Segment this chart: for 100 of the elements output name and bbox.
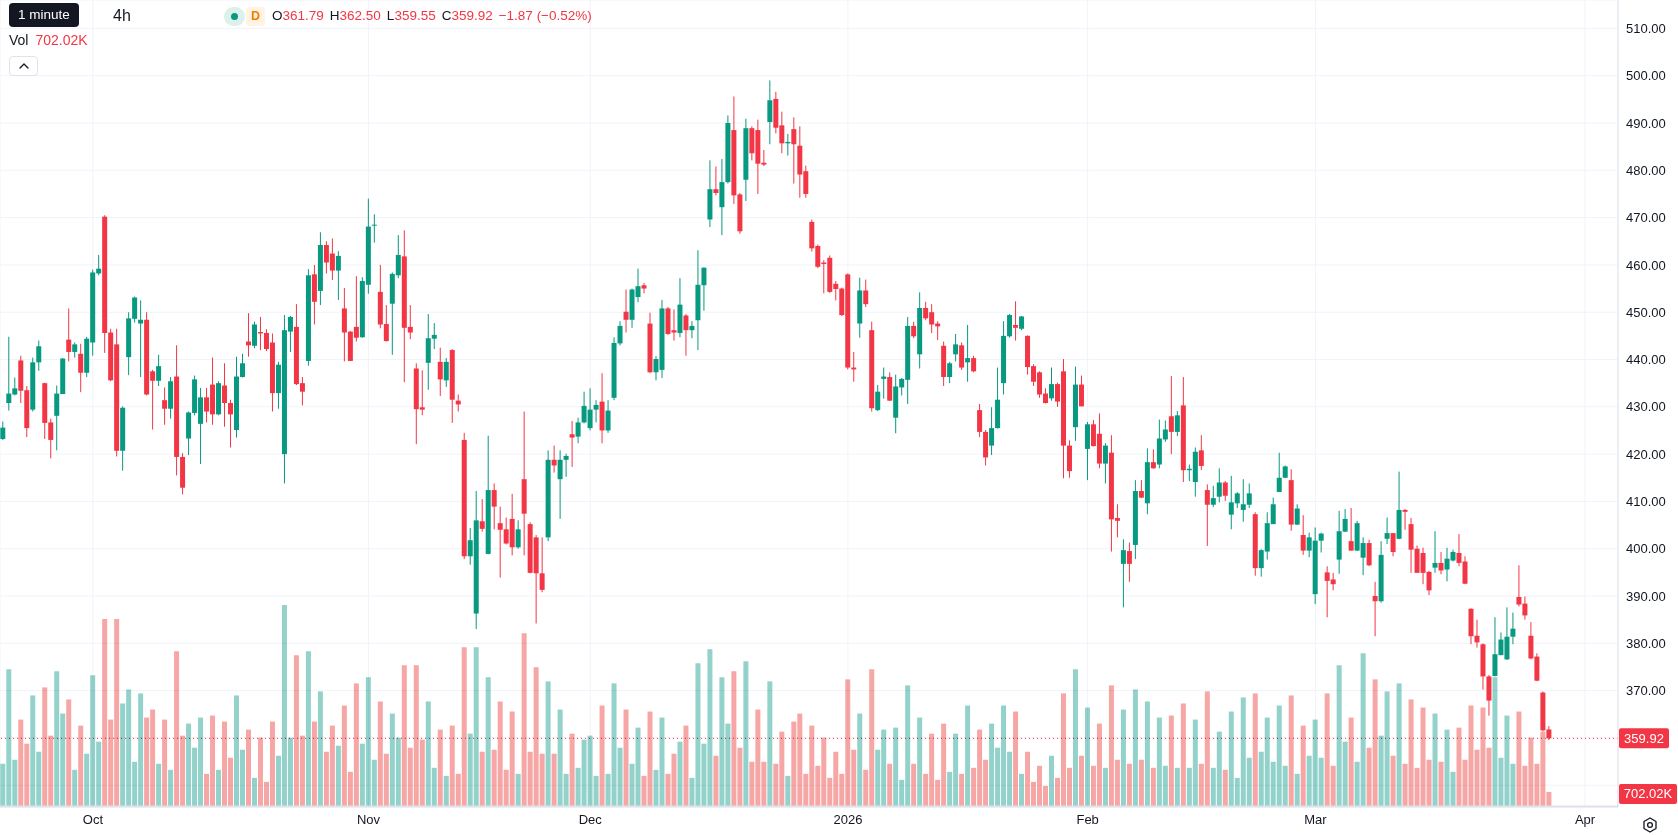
candlestick	[1078, 375, 1084, 407]
annotation: H362.50	[329, 8, 381, 23]
candlestick	[1216, 467, 1222, 503]
candlestick	[1204, 483, 1210, 547]
bar	[335, 745, 341, 806]
candlestick	[228, 399, 234, 448]
annotation: C359.92	[441, 8, 493, 23]
y-tick-label: 400.00	[1626, 541, 1666, 557]
y-tick-label: 380.00	[1626, 635, 1666, 651]
y-tick-label: 430.00	[1626, 399, 1666, 415]
candlestick	[371, 213, 377, 244]
y-tick-label: 510.00	[1626, 21, 1666, 36]
candlestick	[767, 79, 773, 145]
annotation: D	[246, 7, 266, 26]
candlestick	[1120, 538, 1126, 608]
candlestick	[1402, 508, 1408, 531]
bar	[216, 769, 222, 806]
bar	[857, 713, 863, 806]
bar	[156, 763, 162, 806]
candlestick	[138, 299, 144, 378]
candlestick	[641, 282, 647, 294]
annotation: 1 minute	[9, 3, 79, 27]
candlestick	[335, 250, 341, 301]
candlestick	[593, 399, 599, 423]
annotation: −1.87 (−0.52%)	[498, 8, 592, 24]
candlestick	[78, 343, 84, 393]
candlestick	[1276, 452, 1282, 493]
bar	[78, 725, 84, 806]
candlestick	[162, 386, 168, 426]
candlestick	[1510, 612, 1516, 645]
y-tick-label: 480.00	[1626, 162, 1666, 178]
bar	[1300, 725, 1306, 806]
bar	[1180, 703, 1186, 806]
y-tick-label: 370.00	[1626, 683, 1666, 699]
candlestick	[605, 399, 611, 434]
bar	[1294, 773, 1300, 806]
bar	[545, 681, 551, 806]
bar	[1396, 683, 1402, 806]
candlestick	[222, 362, 228, 428]
bar	[677, 741, 683, 806]
candlestick	[959, 341, 965, 371]
bar	[713, 755, 719, 806]
candlestick	[1198, 434, 1204, 471]
bar	[1132, 689, 1138, 806]
bar	[437, 729, 443, 806]
bar	[311, 721, 317, 806]
candlestick	[617, 320, 623, 346]
candlestick	[1318, 532, 1324, 554]
annotation: O361.79	[272, 8, 324, 23]
candlestick	[0, 420, 6, 441]
candlestick	[1366, 539, 1372, 567]
candlestick	[701, 266, 707, 312]
candlestick	[1007, 313, 1013, 339]
candlestick	[437, 347, 443, 397]
candlestick	[1348, 507, 1354, 552]
candlestick	[689, 320, 695, 339]
candlestick	[1150, 448, 1156, 470]
bar	[66, 699, 72, 806]
y-tick-label: 490.00	[1626, 115, 1666, 131]
bar	[1390, 755, 1396, 806]
bar	[1438, 761, 1444, 806]
bar	[1138, 759, 1144, 806]
candlestick	[66, 307, 72, 362]
bar	[305, 651, 311, 806]
candlestick	[1013, 300, 1019, 342]
bar	[168, 769, 174, 806]
bar	[1049, 755, 1054, 806]
bar	[1432, 713, 1438, 806]
bar	[485, 677, 491, 806]
candlestick	[1372, 581, 1378, 637]
bar	[1072, 669, 1078, 806]
candlestick	[953, 333, 959, 362]
x-tick-label: Dec	[578, 812, 603, 828]
x-tick-label: Mar	[1304, 812, 1328, 828]
bar	[1078, 755, 1084, 806]
bar	[162, 719, 168, 806]
x-tick-label: Oct	[82, 812, 104, 828]
bar	[1222, 769, 1228, 806]
bar	[1348, 717, 1354, 806]
bar	[767, 681, 773, 806]
candlestick	[569, 420, 575, 468]
candlestick	[1162, 420, 1168, 443]
bar	[72, 769, 78, 806]
bar	[1120, 709, 1126, 806]
chart-title: 4h	[113, 6, 131, 26]
bar	[1144, 701, 1150, 806]
ref-line-label: 359.92	[1624, 730, 1664, 746]
annotation: L359.55	[386, 8, 436, 23]
candlestick	[713, 166, 719, 196]
y-tick-label: 450.00	[1626, 304, 1666, 320]
bar	[965, 705, 971, 806]
candlestick	[791, 116, 797, 185]
candlestick	[1126, 542, 1132, 583]
bar	[1288, 695, 1294, 806]
bar	[246, 729, 251, 806]
candlestick	[1438, 551, 1444, 575]
candlestick	[1049, 367, 1054, 402]
y-tick-label: 420.00	[1626, 446, 1666, 462]
candlestick	[251, 321, 257, 349]
candlestick	[515, 519, 521, 550]
